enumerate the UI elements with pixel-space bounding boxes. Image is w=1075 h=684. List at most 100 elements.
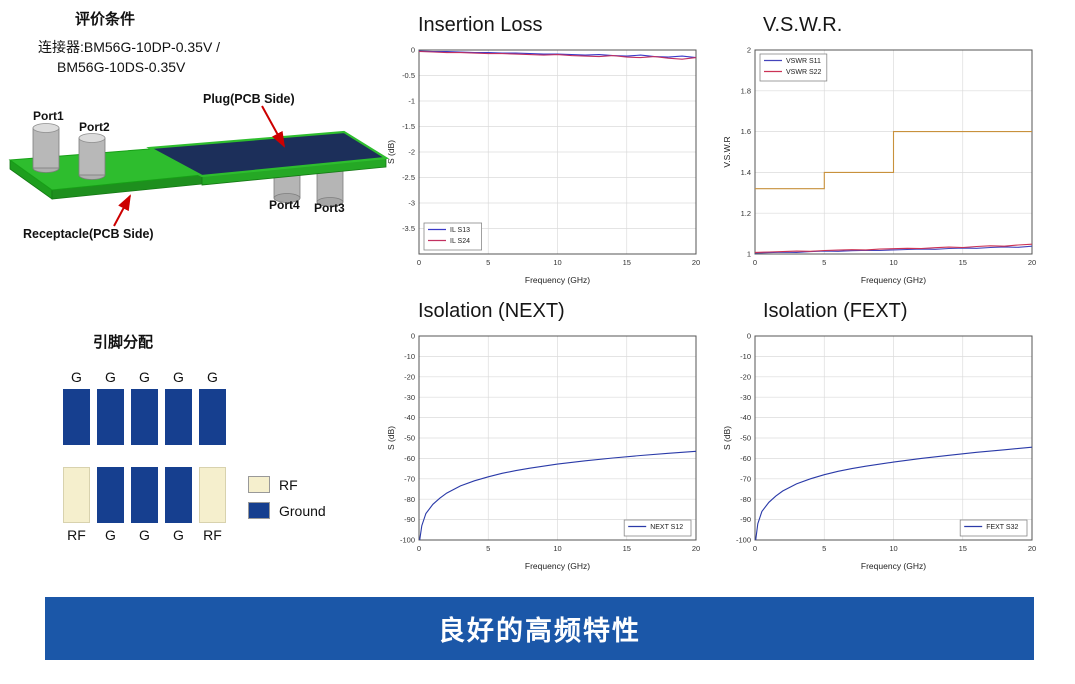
pin-cell-rf <box>199 467 226 523</box>
svg-text:0: 0 <box>747 332 751 341</box>
svg-text:20: 20 <box>692 544 700 553</box>
pin-bottom-label: G <box>105 527 116 543</box>
pin-top-label: G <box>105 369 116 385</box>
svg-text:-1: -1 <box>408 97 415 106</box>
pin-top-cells-row <box>63 389 243 445</box>
pin-cell-ground <box>199 389 226 445</box>
svg-text:1.6: 1.6 <box>741 127 751 136</box>
receptacle-arrow <box>113 194 131 227</box>
svg-text:5: 5 <box>822 544 826 553</box>
chart-isolation-next: Isolation (NEXT) 0 5 10 15 20 0 -10 -20 -30 -40 -5… <box>385 300 707 577</box>
svg-text:0: 0 <box>411 46 415 55</box>
chart-plot-vswr: 0 5 10 15 20 1 1.2 1.4 1.6 1.8 2 Frequency (GHz) V.S… <box>721 46 1043 291</box>
svg-text:FEXT S32: FEXT S32 <box>986 524 1018 531</box>
receptacle-label: Receptacle(PCB Side) <box>23 227 154 241</box>
pin-bottom-cells-row <box>63 467 243 523</box>
pin-diagram: G G G G G RF G G G RF <box>63 369 243 544</box>
svg-text:-80: -80 <box>404 495 415 504</box>
chart-insertion-loss: Insertion Loss 0 5 10 15 20 0 -0.5 -1 -1.5 -2 -2.5… <box>385 14 707 291</box>
svg-text:-50: -50 <box>404 434 415 443</box>
pin-top-label: G <box>139 369 150 385</box>
rf-swatch <box>248 476 270 493</box>
svg-text:Frequency (GHz): Frequency (GHz) <box>861 275 926 285</box>
pin-bottom-label: G <box>173 527 184 543</box>
receptacle-cylinder-port2 <box>78 133 106 180</box>
svg-text:0: 0 <box>417 258 421 267</box>
chart-plot-insertion-loss: 0 5 10 15 20 0 -0.5 -1 -1.5 -2 -2.5 -3 -3.5 Frequency… <box>385 46 707 291</box>
svg-text:-2: -2 <box>408 148 415 157</box>
svg-text:15: 15 <box>623 258 631 267</box>
chart-canvas-insertion-loss: 0 5 10 15 20 0 -0.5 -1 -1.5 -2 -2.5 -3 -3.5 Frequency… <box>386 46 700 285</box>
connector-illustration <box>8 105 390 227</box>
svg-text:IL S13: IL S13 <box>450 227 470 234</box>
svg-text:20: 20 <box>692 258 700 267</box>
svg-text:-30: -30 <box>740 393 751 402</box>
svg-text:10: 10 <box>553 258 561 267</box>
plug-arrow <box>261 105 285 148</box>
pin-top-label: G <box>207 369 218 385</box>
svg-text:1: 1 <box>747 250 751 259</box>
svg-text:-50: -50 <box>740 434 751 443</box>
svg-text:0: 0 <box>753 544 757 553</box>
svg-text:5: 5 <box>822 258 826 267</box>
svg-text:-100: -100 <box>736 536 751 545</box>
svg-text:S (dB): S (dB) <box>722 426 732 450</box>
svg-text:-60: -60 <box>404 454 415 463</box>
svg-text:10: 10 <box>889 258 897 267</box>
svg-text:-3: -3 <box>408 199 415 208</box>
pin-bottom-label: RF <box>203 527 222 543</box>
eval-conditions-title: 评价条件 <box>75 11 136 28</box>
svg-text:1.4: 1.4 <box>741 168 751 177</box>
pin-cell-ground <box>165 389 192 445</box>
banner-text: 良好的高频特性 <box>438 616 641 646</box>
banner: 良好的高频特性 <box>45 597 1034 660</box>
svg-text:S (dB): S (dB) <box>386 426 396 450</box>
pin-cell-ground <box>131 467 158 523</box>
port4-label: Port4 <box>269 198 300 212</box>
svg-text:-10: -10 <box>404 352 415 361</box>
pin-bottom-label: RF <box>67 527 86 543</box>
svg-text:-40: -40 <box>740 413 751 422</box>
chart-vswr: V.S.W.R. 0 5 10 15 20 1 1.2 1.4 1.6 1.8 2 Frequency… <box>721 14 1043 291</box>
svg-text:10: 10 <box>889 544 897 553</box>
pin-cell-rf <box>63 467 90 523</box>
chart-title-isolation-fext: Isolation (FEXT) <box>763 300 908 322</box>
chart-plot-isolation-fext: 0 5 10 15 20 0 -10 -20 -30 -40 -50 -60 -70 -80 -90 -100… <box>721 332 1043 577</box>
svg-text:15: 15 <box>959 544 967 553</box>
svg-text:-90: -90 <box>404 515 415 524</box>
svg-text:-0.5: -0.5 <box>402 71 415 80</box>
connector-model-line1: 连接器:BM56G-10DP-0.35V / <box>38 39 221 55</box>
chart-canvas-isolation-fext: 0 5 10 15 20 0 -10 -20 -30 -40 -50 -60 -70 -80 -90 -100… <box>722 332 1036 571</box>
svg-text:-1.5: -1.5 <box>402 122 415 131</box>
svg-text:Frequency (GHz): Frequency (GHz) <box>861 561 926 571</box>
svg-text:5: 5 <box>486 544 490 553</box>
svg-text:-60: -60 <box>740 454 751 463</box>
ground-swatch <box>248 502 270 519</box>
svg-text:-90: -90 <box>740 515 751 524</box>
connector-model-line2: BM56G-10DS-0.35V <box>57 59 186 75</box>
svg-text:10: 10 <box>553 544 561 553</box>
ground-legend-label: Ground <box>279 502 326 519</box>
pin-bottom-label: G <box>139 527 150 543</box>
svg-text:1.8: 1.8 <box>741 86 751 95</box>
svg-text:-70: -70 <box>740 474 751 483</box>
svg-text:-40: -40 <box>404 413 415 422</box>
chart-canvas-isolation-next: 0 5 10 15 20 0 -10 -20 -30 -40 -50 -60 -70 -80 -90 -100… <box>386 332 700 571</box>
chart-canvas-vswr: 0 5 10 15 20 1 1.2 1.4 1.6 1.8 2 Frequency (GHz) V.S… <box>722 46 1036 285</box>
port3-label: Port3 <box>314 201 345 215</box>
svg-text:-3.5: -3.5 <box>402 224 415 233</box>
pin-legend-rf-row: RF <box>248 476 326 493</box>
rf-legend-label: RF <box>279 476 298 493</box>
chart-title-insertion-loss: Insertion Loss <box>418 14 543 36</box>
svg-text:15: 15 <box>623 544 631 553</box>
svg-text:-2.5: -2.5 <box>402 173 415 182</box>
pin-legend-ground-row: Ground <box>248 502 326 519</box>
port2-label: Port2 <box>79 120 110 134</box>
svg-text:20: 20 <box>1028 544 1036 553</box>
pin-top-label: G <box>173 369 184 385</box>
pin-cell-ground <box>165 467 192 523</box>
pin-legend: RF Ground <box>248 476 326 528</box>
svg-text:VSWR S11: VSWR S11 <box>786 58 821 65</box>
